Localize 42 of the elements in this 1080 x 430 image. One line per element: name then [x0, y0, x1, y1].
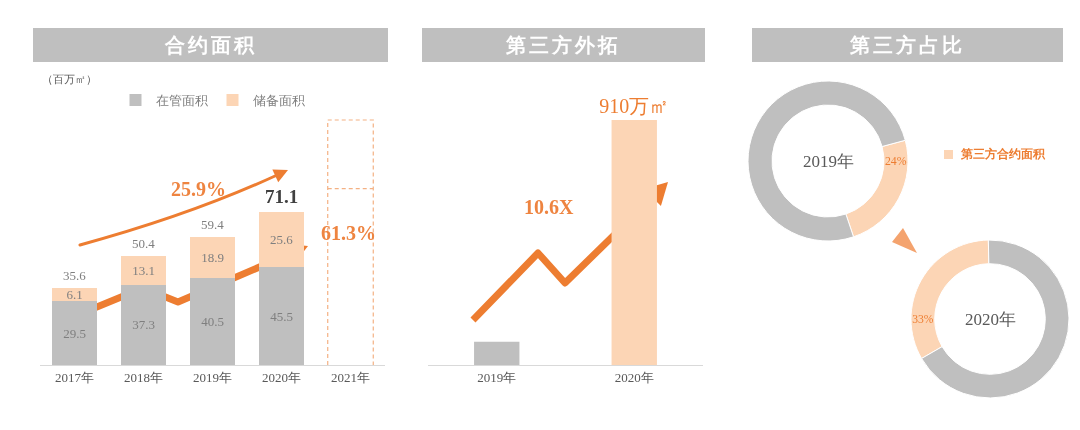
text: （百万㎡） [42, 73, 97, 86]
data-label: 40.5 [201, 313, 224, 329]
chart-title: 第三方占比 [752, 28, 1063, 62]
bar [121, 256, 166, 285]
x-tick-label: 2018年 [124, 369, 163, 385]
data-label: 910万㎡ [599, 95, 670, 117]
data-label: 33% [912, 312, 934, 326]
bar [259, 211, 304, 268]
x-tick-label: 2021年 [331, 369, 370, 385]
legend-label: 第三方合约面积 [961, 147, 1045, 161]
x-tick-label: 2020年 [262, 369, 301, 385]
data-label: 25.6 [269, 231, 294, 247]
data-label: 29.5 [63, 325, 86, 341]
x-tick-label: 2020年 [614, 369, 654, 385]
bar [190, 277, 235, 365]
bar [52, 301, 97, 365]
text: 2020年 [965, 310, 1016, 329]
text: 25.9% [171, 178, 226, 200]
x-tick-label: 2017年 [55, 369, 94, 385]
total-label: 50.4 [132, 236, 156, 251]
chart-title: 第三方外拓 [422, 28, 705, 62]
total-label: 59.4 [201, 217, 225, 232]
x-tick-label: 2019年 [477, 369, 517, 385]
donut-slice [748, 80, 906, 242]
text: 2019年 [803, 152, 854, 171]
legend-label: 储备面积 [252, 91, 305, 110]
data-label: 37.3 [132, 317, 155, 333]
x-tick-label: 2019年 [193, 369, 232, 385]
bar [190, 237, 235, 278]
chart-title: 合约面积 [33, 28, 388, 62]
data-label: 6.1 [66, 287, 83, 303]
bar [121, 284, 166, 365]
data-label: 18.9 [201, 249, 224, 265]
data-label: 13.1 [132, 263, 155, 279]
legend-label: 在管面积 [155, 91, 208, 110]
total-label: 35.6 [63, 268, 87, 283]
annotation: 61.3% [321, 222, 376, 244]
total-label: 71.1 [265, 186, 299, 207]
data-label: 45.5 [270, 308, 293, 324]
annotation: 10.6X [524, 196, 574, 218]
bar [259, 267, 304, 365]
data-label: 24% [884, 153, 907, 168]
